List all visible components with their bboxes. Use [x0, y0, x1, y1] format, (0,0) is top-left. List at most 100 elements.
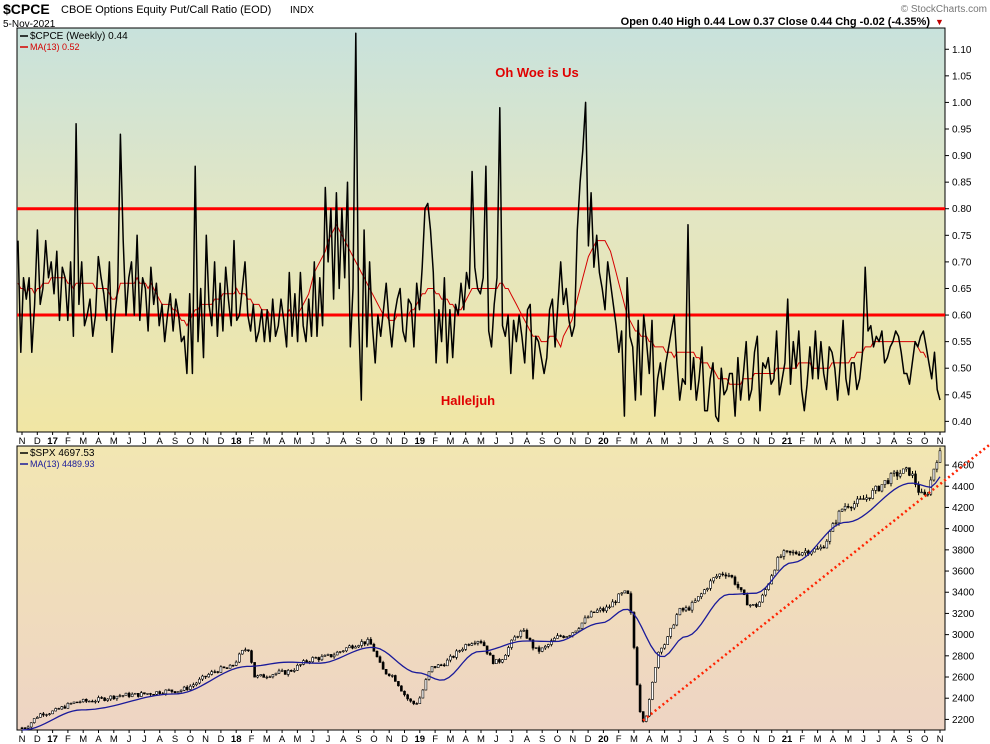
- top-x-tick-label: F: [616, 436, 622, 447]
- top-x-tick-label: J: [142, 436, 147, 447]
- bottom-x-tick-label: N: [386, 734, 393, 744]
- spx-candle-body: [332, 654, 336, 658]
- spx-candle-body: [292, 669, 296, 672]
- spx-candle-body: [60, 706, 64, 710]
- spx-candle-body: [586, 616, 590, 619]
- spx-candle-body: [195, 682, 198, 686]
- bottom-x-tick-label: F: [799, 734, 805, 744]
- spx-candle-body: [167, 689, 171, 692]
- spx-candle-body: [299, 664, 302, 666]
- top-x-tick-label: A: [524, 436, 531, 447]
- bottom-x-tick-label: 19: [415, 734, 426, 744]
- spx-candle-body: [189, 685, 192, 690]
- spx-candle-body: [63, 706, 67, 709]
- top-y-tick-label: 1.10: [952, 45, 972, 56]
- spx-candle-body: [742, 589, 746, 596]
- bottom-series: [20, 443, 990, 731]
- spx-candle-body: [415, 703, 419, 705]
- spx-candle-body: [516, 636, 520, 638]
- bottom-x-tick-label: M: [630, 734, 638, 744]
- top-x-tick-label: N: [753, 436, 760, 447]
- spx-candle-body: [550, 640, 553, 645]
- top-x-tick-label: J: [494, 436, 499, 447]
- top-y-axis: 0.40 0.45 0.50 0.55 0.60 0.65 0.70 0.75 0.80 0.85…: [945, 45, 972, 428]
- spx-candle-body: [862, 498, 865, 500]
- top-x-tick-label: J: [861, 436, 866, 447]
- spx-candle-body: [608, 606, 611, 609]
- bottom-y-tick-label: 3000: [952, 630, 975, 641]
- bottom-y-tick-label: 2200: [952, 715, 975, 726]
- spx-candle-body: [617, 593, 621, 603]
- spx-candle-body: [228, 664, 232, 669]
- spx-candle-body: [173, 691, 177, 694]
- spx-candle-body: [926, 493, 930, 496]
- spx-candle-body: [895, 471, 899, 477]
- top-x-tick-label: M: [630, 436, 638, 447]
- spx-candle-body: [305, 660, 308, 663]
- spx-candle-body: [852, 503, 856, 509]
- spx-candle-body: [871, 490, 875, 499]
- spx-candle-body: [543, 645, 547, 649]
- spx-candle-body: [647, 699, 651, 717]
- spx-candle-body: [345, 647, 348, 652]
- bottom-x-tick-label: M: [110, 734, 118, 744]
- top-x-tick-label: D: [585, 436, 592, 447]
- spx-candle-body: [317, 657, 321, 661]
- bottom-x-tick-label: J: [326, 734, 331, 744]
- spx-candle-body: [663, 644, 666, 649]
- bottom-y-tick-label: 4400: [952, 482, 975, 493]
- spx-candle-body: [341, 650, 345, 652]
- spx-candle-body: [721, 573, 725, 576]
- spx-candle-body: [816, 548, 819, 550]
- spx-candle-body: [45, 714, 48, 716]
- spx-candle-body: [400, 685, 403, 692]
- spx-candle-body: [687, 607, 691, 611]
- bottom-x-tick-label: S: [355, 734, 361, 744]
- spx-candle-body: [384, 668, 388, 675]
- spx-candle-body: [137, 692, 140, 697]
- top-x-tick-label: A: [830, 436, 837, 447]
- spx-candle-body: [338, 651, 342, 653]
- spx-candle-body: [583, 617, 587, 624]
- bottom-x-tick-label: M: [293, 734, 301, 744]
- spx-candle-body: [390, 675, 394, 677]
- spx-candle-body: [837, 510, 841, 524]
- spx-candle-body: [39, 713, 42, 718]
- spx-candle-body: [776, 557, 780, 571]
- bottom-x-tick-label: 20: [598, 734, 609, 744]
- spx-candle-body: [825, 540, 829, 549]
- top-y-tick-label: 0.40: [952, 417, 972, 428]
- bottom-x-tick-label: S: [906, 734, 912, 744]
- bottom-x-tick-label: A: [95, 734, 102, 744]
- bottom-x-tick-label: A: [707, 734, 714, 744]
- spx-candle-body: [149, 693, 152, 695]
- spx-candle-body: [314, 657, 318, 659]
- spx-candle-body: [709, 580, 712, 589]
- spx-candle-body: [654, 667, 657, 683]
- spx-candle-body: [849, 506, 853, 509]
- spx-candle-body: [589, 611, 593, 618]
- bottom-plot-area: [16, 445, 946, 731]
- spx-candle-body: [556, 635, 559, 639]
- spx-candle-body: [712, 577, 715, 582]
- bottom-x-tick-label: J: [876, 734, 881, 744]
- spx-candle-body: [706, 588, 709, 591]
- bottom-y-tick-label: 4200: [952, 503, 975, 514]
- spx-candle-body: [262, 674, 266, 678]
- top-y-tick-label: 0.65: [952, 284, 972, 295]
- spx-candle-body: [813, 548, 816, 553]
- spx-candle-body: [140, 692, 143, 697]
- spx-candle-body: [629, 593, 633, 613]
- spx-candle-body: [938, 450, 942, 463]
- cpce-weekly-line: [17, 32, 941, 423]
- spx-candle-body: [357, 645, 360, 648]
- spx-candle-body: [828, 531, 832, 542]
- spx-candle-body: [491, 654, 495, 665]
- legend-cpce: $CPCE (Weekly) 0.44: [30, 31, 128, 42]
- spx-candle-body: [724, 574, 728, 577]
- bottom-x-tick-label: M: [814, 734, 822, 744]
- top-x-tick-label: A: [891, 436, 898, 447]
- spx-candle-body: [378, 656, 382, 663]
- spx-candle-body: [788, 550, 792, 553]
- spx-candle-body: [91, 700, 94, 703]
